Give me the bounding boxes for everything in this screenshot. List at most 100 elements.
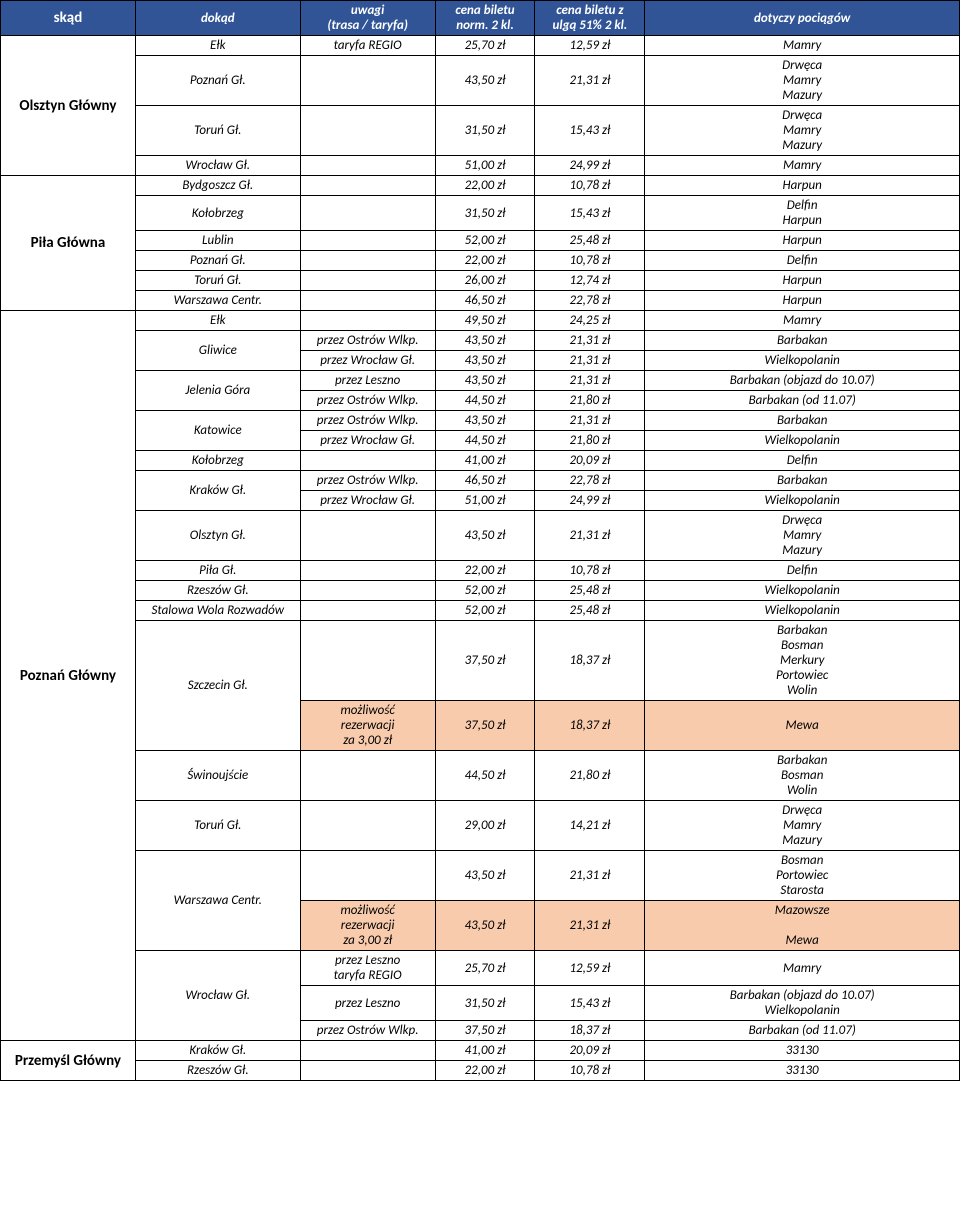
price-discount: 18,37 zł (535, 701, 645, 751)
note-cell: przez Leszno (300, 371, 435, 391)
note-cell: przez Ostrów Wlkp. (300, 411, 435, 431)
to-cell: Stalowa Wola Rozwadów (135, 601, 300, 621)
train-cell: Barbakan (645, 331, 960, 351)
price-discount: 21,31 zł (535, 331, 645, 351)
hdr-p2: cena biletu zulgą 51% 2 kl. (535, 1, 645, 36)
note-cell (300, 106, 435, 156)
to-cell: Kraków Gł. (135, 471, 300, 511)
price-normal: 43,50 zł (435, 411, 535, 431)
note-cell: przez Ostrów Wlkp. (300, 471, 435, 491)
note-cell (300, 311, 435, 331)
note-cell: taryfa REGIO (300, 36, 435, 56)
train-cell: Wielkopolanin (645, 351, 960, 371)
price-normal: 37,50 zł (435, 621, 535, 701)
price-normal: 22,00 zł (435, 1061, 535, 1081)
train-cell: Delfin (645, 451, 960, 471)
price-normal: 44,50 zł (435, 751, 535, 801)
train-cell: Mewa (645, 701, 960, 751)
price-discount: 15,43 zł (535, 986, 645, 1021)
to-cell: Poznań Gł. (135, 251, 300, 271)
price-normal: 49,50 zł (435, 311, 535, 331)
note-cell: przez Wrocław Gł. (300, 491, 435, 511)
price-normal: 43,50 zł (435, 331, 535, 351)
note-cell (300, 1041, 435, 1061)
from-cell: Przemyśl Główny (1, 1041, 136, 1081)
price-normal: 41,00 zł (435, 1041, 535, 1061)
price-discount: 10,78 zł (535, 1061, 645, 1081)
price-normal: 43,50 zł (435, 371, 535, 391)
price-normal: 22,00 zł (435, 561, 535, 581)
price-normal: 43,50 zł (435, 851, 535, 901)
price-normal: 22,00 zł (435, 176, 535, 196)
price-normal: 44,50 zł (435, 431, 535, 451)
train-cell: Harpun (645, 231, 960, 251)
price-discount: 22,78 zł (535, 291, 645, 311)
note-cell (300, 801, 435, 851)
hdr-to: dokąd (135, 1, 300, 36)
to-cell: Kołobrzeg (135, 196, 300, 231)
to-cell: Toruń Gł. (135, 801, 300, 851)
price-discount: 12,59 zł (535, 36, 645, 56)
note-cell: możliwośćrezerwacjiza 3,00 zł (300, 701, 435, 751)
train-cell: Barbakan (645, 471, 960, 491)
to-cell: Warszawa Centr. (135, 851, 300, 951)
to-cell: Wrocław Gł. (135, 156, 300, 176)
train-cell: 33130 (645, 1041, 960, 1061)
note-cell: przez Ostrów Wlkp. (300, 331, 435, 351)
price-discount: 12,59 zł (535, 951, 645, 986)
to-cell: Rzeszów Gł. (135, 1061, 300, 1081)
note-cell (300, 231, 435, 251)
note-cell (300, 751, 435, 801)
note-cell: przez Wrocław Gł. (300, 431, 435, 451)
price-discount: 15,43 zł (535, 196, 645, 231)
price-normal: 29,00 zł (435, 801, 535, 851)
to-cell: Toruń Gł. (135, 271, 300, 291)
train-cell: BosmanPortowiecStarosta (645, 851, 960, 901)
price-normal: 51,00 zł (435, 491, 535, 511)
to-cell: Gliwice (135, 331, 300, 371)
note-cell: przez Lesznotaryfa REGIO (300, 951, 435, 986)
price-discount: 21,31 zł (535, 851, 645, 901)
from-cell: Poznań Główny (1, 311, 136, 1041)
price-discount: 21,31 zł (535, 901, 645, 951)
price-normal: 46,50 zł (435, 471, 535, 491)
note-cell: możliwośćrezerwacjiza 3,00 zł (300, 901, 435, 951)
note-cell: przez Wrocław Gł. (300, 351, 435, 371)
train-cell: BarbakanBosmanMerkuryPortowiecWolin (645, 621, 960, 701)
note-cell: przez Ostrów Wlkp. (300, 391, 435, 411)
note-cell (300, 581, 435, 601)
train-cell: Delfin (645, 561, 960, 581)
to-cell: Toruń Gł. (135, 106, 300, 156)
train-cell: BarbakanBosmanWolin (645, 751, 960, 801)
train-cell: Barbakan (od 11.07) (645, 1021, 960, 1041)
train-cell: DrwęcaMamryMazury (645, 511, 960, 561)
price-normal: 43,50 zł (435, 56, 535, 106)
price-discount: 21,80 zł (535, 751, 645, 801)
price-normal: 37,50 zł (435, 1021, 535, 1041)
from-cell: Piła Główna (1, 176, 136, 311)
price-discount: 25,48 zł (535, 581, 645, 601)
note-cell (300, 251, 435, 271)
train-cell: Barbakan (objazd do 10.07) (645, 371, 960, 391)
note-cell (300, 561, 435, 581)
train-cell: Barbakan (od 11.07) (645, 391, 960, 411)
hdr-p1: cena biletunorm. 2 kl. (435, 1, 535, 36)
train-cell: Harpun (645, 176, 960, 196)
price-normal: 25,70 zł (435, 951, 535, 986)
train-cell: DelfinHarpun (645, 196, 960, 231)
note-cell (300, 1061, 435, 1081)
price-normal: 51,00 zł (435, 156, 535, 176)
note-cell (300, 271, 435, 291)
from-cell: Olsztyn Główny (1, 36, 136, 176)
to-cell: Bydgoszcz Gł. (135, 176, 300, 196)
price-discount: 24,25 zł (535, 311, 645, 331)
to-cell: Olsztyn Gł. (135, 511, 300, 561)
price-discount: 21,31 zł (535, 56, 645, 106)
price-discount: 21,80 zł (535, 391, 645, 411)
price-discount: 25,48 zł (535, 601, 645, 621)
train-cell: MazowszeMewa (645, 901, 960, 951)
train-cell: Barbakan (645, 411, 960, 431)
price-discount: 20,09 zł (535, 1041, 645, 1061)
to-cell: Rzeszów Gł. (135, 581, 300, 601)
price-normal: 31,50 zł (435, 986, 535, 1021)
